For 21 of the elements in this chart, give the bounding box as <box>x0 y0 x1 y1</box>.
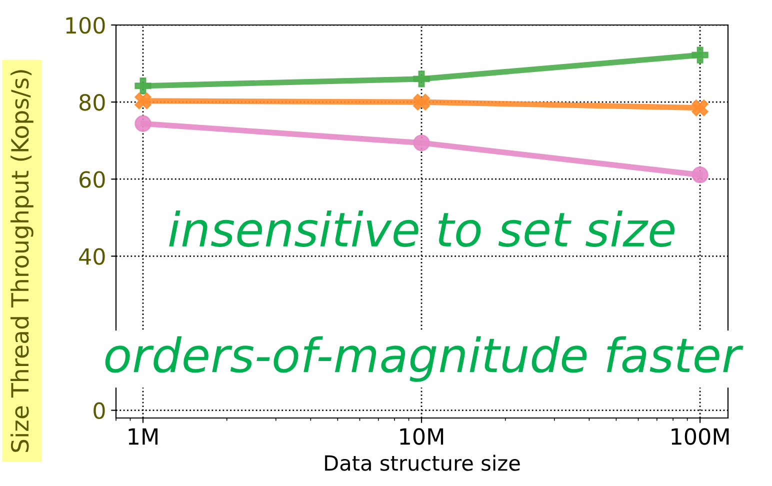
y-tick-label: 0 <box>94 402 105 420</box>
point <box>413 70 430 88</box>
annotation: insensitive to set size <box>169 210 674 247</box>
x-tick-label: 10M <box>400 428 444 445</box>
point <box>134 78 152 94</box>
point <box>692 166 708 184</box>
y-tick-label: 60 <box>80 171 105 188</box>
point <box>134 115 152 132</box>
y-tick-label: 40 <box>79 248 105 265</box>
x-tick-label: 100M <box>672 428 729 445</box>
x-tick-label: 1M <box>128 428 158 445</box>
point <box>413 134 430 152</box>
annotation: orders-of-magnitude faster <box>105 336 744 382</box>
y-tick-label: 100 <box>66 16 105 34</box>
y-tick-label: 80 <box>80 94 105 111</box>
point <box>692 46 708 64</box>
point <box>134 92 152 110</box>
x-axis-title: Data structure size <box>325 454 520 471</box>
y-axis-title: Size Thread Throughput (Kops/s) <box>10 70 34 452</box>
point <box>692 100 708 116</box>
point <box>413 94 430 110</box>
